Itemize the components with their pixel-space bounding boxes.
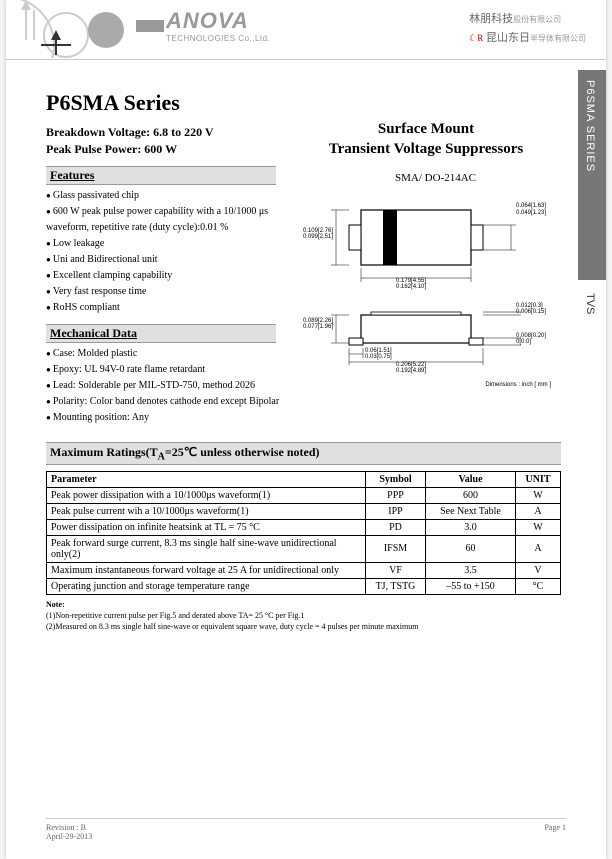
maximum-ratings-table: Parameter Symbol Value UNIT Peak power d…: [46, 471, 561, 595]
feature-item: 600 W peak pulse power capability with a…: [46, 204, 286, 236]
logo-subtitle: TECHNOLOGIES Co.,Ltd.: [166, 34, 270, 43]
feature-item: Very fast response time: [46, 284, 286, 300]
chinese-company-names: 林朋科技股份有限公司 ☾R 昆山东日半导体有限公司: [469, 10, 586, 48]
col-symbol: Symbol: [366, 471, 426, 487]
series-title: P6SMA Series: [46, 90, 561, 116]
notes-head: Note:: [46, 600, 65, 609]
product-type-title: Surface Mount Transient Voltage Suppress…: [306, 120, 546, 159]
mech-item: Polarity: Color band denotes cathode end…: [46, 394, 286, 410]
page-header: ANOVA TECHNOLOGIES Co.,Ltd. 林朋科技股份有限公司 ☾…: [6, 0, 606, 60]
mech-item: Epoxy: UL 94V-0 rate flame retardant: [46, 362, 286, 378]
side-tab-series-text: P6SMA SERIES: [578, 70, 602, 182]
features-header: Features: [46, 166, 276, 185]
page-number: Page 1: [544, 823, 566, 841]
feature-item: RoHS compliant: [46, 300, 286, 316]
col-unit: UNIT: [516, 471, 561, 487]
product-type-line-2: Transient Voltage Suppressors: [306, 140, 546, 160]
note-2: (2)Measured on 8.3 ms single half sine-w…: [46, 622, 418, 631]
col-value: Value: [426, 471, 516, 487]
date-label: April-29-2013: [46, 832, 92, 841]
package-label: SMA/ DO-214AC: [395, 172, 476, 184]
mechanical-data-list: Case: Molded plastic Epoxy: UL 94V-0 rat…: [46, 346, 286, 426]
side-tab-series: P6SMA SERIES: [578, 70, 606, 280]
note-1: (1)Non-repetitive current pulse per Fig.…: [46, 611, 304, 620]
cn-name-1: 林朋科技: [469, 13, 513, 25]
product-type-line-1: Surface Mount: [306, 120, 546, 140]
cn-suffix-1: 股份有限公司: [513, 15, 561, 24]
feature-item: Low leakage: [46, 236, 286, 252]
features-list: Glass passivated chip 600 W peak pulse p…: [46, 188, 286, 316]
table-row: Power dissipation on infinite heatsink a…: [47, 519, 561, 535]
cn-name-2: 昆山东日: [486, 32, 530, 44]
table-row: Peak pulse current wih a 10/1000μs wavef…: [47, 503, 561, 519]
table-row: Operating junction and storage temperatu…: [47, 578, 561, 594]
table-row: Maximum instantaneous forward voltage at…: [47, 562, 561, 578]
company-logo: ANOVA TECHNOLOGIES Co.,Ltd.: [166, 8, 270, 43]
table-header-row: Parameter Symbol Value UNIT: [47, 471, 561, 487]
side-tab-category-text: TVS: [578, 283, 602, 324]
mech-item: Lead: Solderable per MIL-STD-750, method…: [46, 378, 286, 394]
mech-item: Case: Molded plastic: [46, 346, 286, 362]
notes-block: Note: (1)Non-repetitive current pulse pe…: [46, 599, 561, 633]
mechanical-data-header: Mechanical Data: [46, 324, 276, 343]
table-row: Peak forward surge current, 8.3 ms singl…: [47, 535, 561, 562]
revision-label: Revision : B: [46, 823, 92, 832]
table-row: Peak power dissipation with a 10/1000μs …: [47, 487, 561, 503]
col-parameter: Parameter: [47, 471, 366, 487]
side-tab-category: TVS: [578, 283, 606, 333]
feature-item: Excellent clamping capability: [46, 268, 286, 284]
mech-item: Mounting position: Any: [46, 410, 286, 426]
page-footer: Revision : B April-29-2013 Page 1: [46, 818, 566, 841]
package-diagram: 0.064[1.63] 0.049[1.23] 0.109[2.76]0.099…: [321, 190, 551, 400]
feature-item: Glass passivated chip: [46, 188, 286, 204]
logo-text: ANOVA: [166, 8, 270, 34]
feature-item: Uni and Bidirectional unit: [46, 252, 286, 268]
cn-suffix-2: 半导体有限公司: [530, 34, 586, 43]
dimensions-caption: Dimensions : inch [ mm ]: [485, 382, 551, 388]
maximum-ratings-header: Maximum Ratings(TA=25℃ unless otherwise …: [46, 442, 561, 465]
